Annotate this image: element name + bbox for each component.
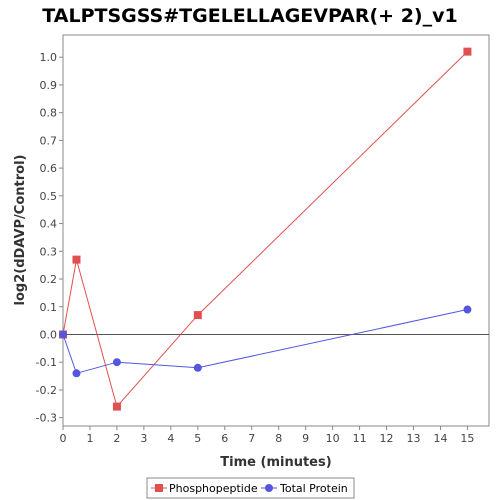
plot-area bbox=[62, 34, 490, 427]
x-tick-label: 13 bbox=[407, 432, 421, 445]
x-tick-label: 1 bbox=[86, 432, 93, 445]
data-point bbox=[59, 330, 67, 339]
data-point bbox=[112, 358, 121, 367]
y-tick-label: 0.6 bbox=[40, 162, 58, 175]
data-point bbox=[72, 369, 81, 378]
data-point bbox=[193, 311, 202, 320]
y-tick-label: 0.3 bbox=[40, 245, 58, 258]
data-point bbox=[72, 255, 81, 264]
x-tick-label: 14 bbox=[433, 432, 447, 445]
legend-phosphopeptide-marker bbox=[155, 484, 163, 492]
y-axis: -0.3 -0.2 -0.1 0.0 0.1 0.2 0.3 0.4 0.5 0.6 0.7 0.8 0… bbox=[36, 51, 63, 425]
x-axis: 0 1 2 3 4 5 6 7 8 9 10 11 12 13 14 15 bbox=[60, 426, 474, 445]
y-tick-label: -0.2 bbox=[36, 384, 57, 397]
x-tick-label: 0 bbox=[60, 432, 67, 445]
x-tick-label: 10 bbox=[326, 432, 340, 445]
legend-total-protein-label: Total Protein bbox=[279, 482, 348, 495]
y-tick-label: 0.4 bbox=[40, 218, 58, 231]
y-tick-label: 1.0 bbox=[40, 51, 58, 64]
x-tick-label: 2 bbox=[113, 432, 120, 445]
y-tick-label: 0.0 bbox=[40, 328, 58, 341]
chart-title: TALPTSGSS#TGELELLAGEVPAR(+ 2)_v1 bbox=[42, 5, 457, 27]
y-tick-label: 0.9 bbox=[40, 79, 58, 92]
legend: Phosphopeptide Total Protein bbox=[146, 477, 355, 499]
legend-box bbox=[146, 477, 355, 499]
x-tick-label: 7 bbox=[248, 432, 255, 445]
x-tick-label: 12 bbox=[380, 432, 394, 445]
y-tick-label: 0.5 bbox=[40, 190, 58, 203]
y-tick-label: 0.8 bbox=[40, 107, 58, 120]
y-tick-label: 0.1 bbox=[40, 301, 58, 314]
x-tick-label: 3 bbox=[140, 432, 147, 445]
legend-total-protein-marker bbox=[265, 484, 273, 492]
x-tick-label: 8 bbox=[275, 432, 282, 445]
y-tick-label: -0.3 bbox=[36, 412, 57, 425]
x-tick-label: 5 bbox=[194, 432, 201, 445]
x-tick-label: 11 bbox=[353, 432, 367, 445]
y-axis-label: log2(dDAVP/Control) bbox=[13, 155, 28, 306]
x-tick-label: 9 bbox=[302, 432, 309, 445]
x-tick-label: 15 bbox=[460, 432, 474, 445]
data-point bbox=[112, 402, 121, 411]
y-tick-label: 0.2 bbox=[40, 273, 58, 286]
x-tick-label: 6 bbox=[221, 432, 228, 445]
data-point bbox=[193, 363, 202, 372]
data-point bbox=[463, 47, 472, 56]
y-tick-label: 0.7 bbox=[40, 134, 58, 147]
x-tick-label: 4 bbox=[167, 432, 174, 445]
y-tick-label: -0.1 bbox=[36, 356, 57, 369]
data-point bbox=[463, 305, 472, 314]
legend-phosphopeptide-label: Phosphopeptide bbox=[169, 482, 258, 495]
series-layer bbox=[59, 47, 472, 411]
x-axis-label: Time (minutes) bbox=[220, 455, 331, 470]
